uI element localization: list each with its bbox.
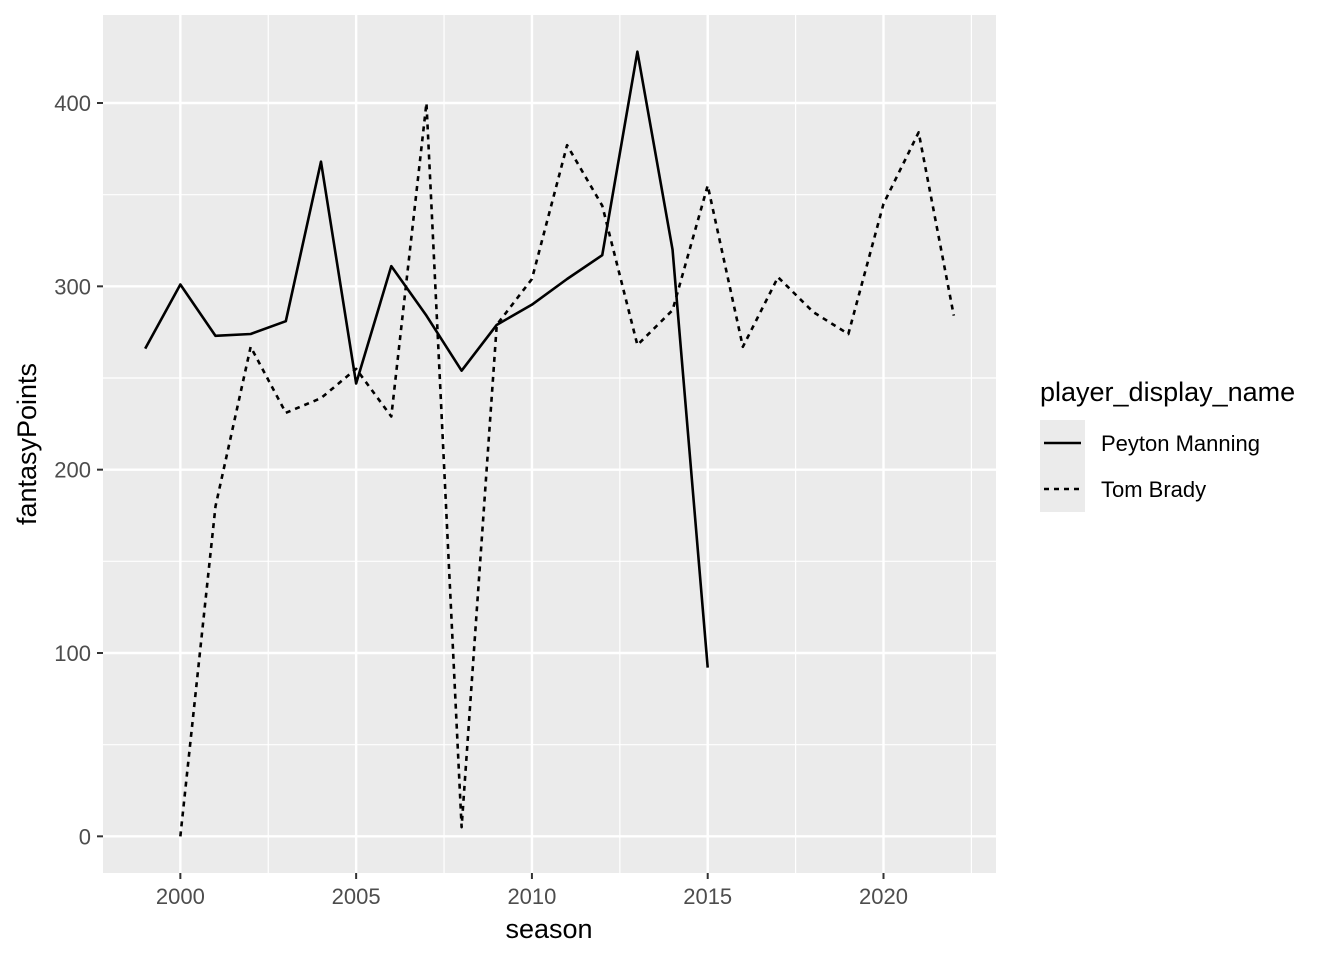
y-tick-label: 200 [54,458,91,483]
x-axis-title: season [505,914,592,944]
legend: player_display_name Peyton Manning Tom Br… [1040,377,1295,512]
y-tick-label: 300 [54,274,91,299]
x-tick-label: 2005 [332,884,381,909]
x-tick-label: 2010 [507,884,556,909]
series-line-tom-brady [179,101,956,837]
series-line-peyton-manning [144,50,710,668]
legend-label-peyton-manning: Peyton Manning [1101,431,1260,456]
x-axis: 2000 2005 2010 2015 2020 [156,873,908,909]
series-lines [144,50,956,837]
y-axis: 0 100 200 300 400 [54,91,103,849]
legend-items: Peyton Manning Tom Brady [1040,420,1260,512]
plot-panel [103,15,996,873]
y-tick-label: 0 [79,824,91,849]
x-tick-label: 2020 [859,884,908,909]
y-tick-label: 100 [54,641,91,666]
legend-label-tom-brady: Tom Brady [1101,477,1206,502]
legend-title: player_display_name [1040,377,1295,407]
major-gridlines [103,15,996,873]
y-axis-title: fantasyPoints [12,363,42,525]
x-tick-label: 2000 [156,884,205,909]
y-tick-label: 400 [54,91,91,116]
x-tick-label: 2015 [683,884,732,909]
